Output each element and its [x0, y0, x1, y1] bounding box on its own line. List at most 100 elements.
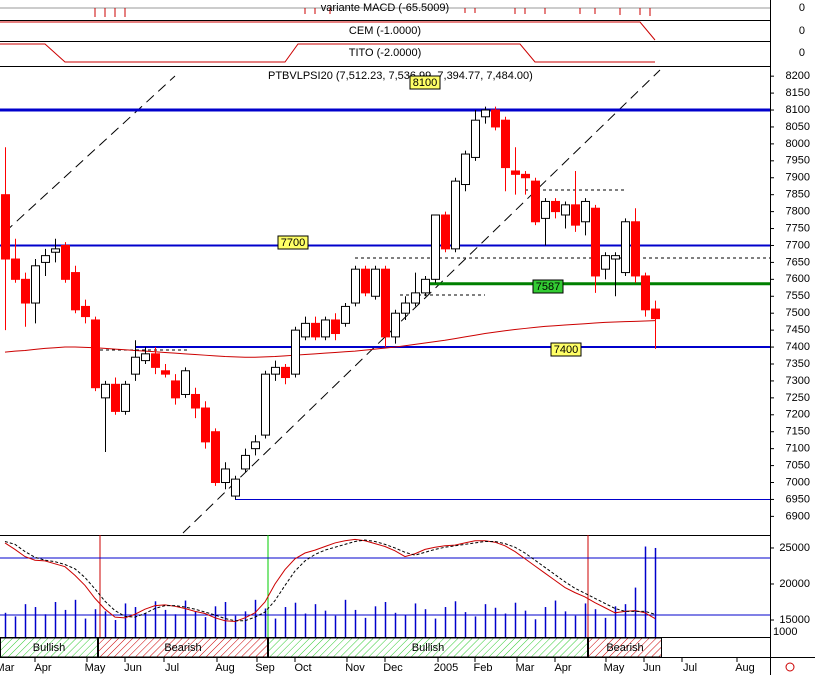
x-tick-label: Apr: [554, 662, 571, 674]
oscillator-line: [4, 539, 656, 622]
candle-body: [131, 356, 140, 375]
candle-body: [461, 153, 470, 186]
candle-body: [601, 255, 610, 270]
x-tick-label: Mar: [0, 662, 15, 674]
y-tick-label: 7250: [786, 392, 810, 404]
moving-average: [4, 320, 656, 358]
candle-body: [201, 407, 210, 443]
candle-body: [71, 272, 80, 311]
y-tick-label: 8150: [786, 87, 810, 99]
y-tick-label: 7900: [786, 172, 810, 184]
candle-body: [441, 214, 450, 250]
candle-body: [261, 373, 270, 436]
trend-label: Bearish: [606, 642, 643, 654]
candle-body: [21, 278, 30, 304]
level-label-box: [409, 75, 441, 90]
candle-body: [561, 204, 570, 216]
y-tick-label: 7700: [786, 239, 810, 251]
candle-body: [101, 383, 110, 399]
y-tick-label: 8200: [786, 70, 810, 82]
candle-body: [471, 119, 480, 158]
candle-body: [321, 319, 330, 338]
candle-body: [1, 194, 10, 260]
y-tick-label: 7600: [786, 273, 810, 285]
x-tick-label: Jun: [124, 662, 142, 674]
candle-body: [491, 109, 500, 128]
x-tick-label: Jul: [683, 662, 697, 674]
y-tick-label: 8050: [786, 121, 810, 133]
candle-body: [81, 305, 90, 318]
candle-body: [331, 319, 340, 335]
y-tick-label: 7650: [786, 256, 810, 268]
x-tick-label: Sep: [255, 662, 275, 674]
y-tick-label: 7400: [786, 341, 810, 353]
candle-body: [411, 292, 420, 304]
candle-body: [381, 268, 390, 338]
panel-value: 0: [799, 2, 805, 14]
x-tick-label: Dec: [383, 662, 403, 674]
candle-body: [61, 244, 70, 280]
candle-body: [141, 353, 150, 362]
candle-body: [351, 268, 360, 304]
y-tick-label: 15000: [779, 614, 810, 626]
y-tick-label: 7000: [786, 476, 810, 488]
candle-body: [521, 173, 530, 179]
trend-segment: [98, 637, 268, 658]
candle-body: [531, 180, 540, 223]
level-label-box: [550, 342, 582, 357]
candle-body: [151, 353, 160, 368]
x-tick-label: Apr: [34, 662, 51, 674]
trend-line: [4, 75, 176, 233]
trend-label: Bullish: [33, 642, 65, 654]
trend-line: [182, 69, 661, 534]
candle-body: [611, 255, 620, 260]
y-tick-label: 25000: [779, 542, 810, 554]
y-tick-label: 7450: [786, 324, 810, 336]
candle-body: [311, 322, 320, 338]
candle-body: [421, 278, 430, 294]
macd-ticks: [94, 8, 651, 17]
candle-body: [161, 370, 170, 375]
y-tick-label: 7050: [786, 459, 810, 471]
candle-body: [271, 366, 280, 375]
candle-body: [111, 383, 120, 412]
x-tick-label: Feb: [474, 662, 493, 674]
candle-body: [541, 200, 550, 219]
panel-value: 0: [799, 25, 805, 37]
panel-title: variante MACD (-65.5009): [321, 2, 449, 14]
candle-body: [551, 200, 560, 213]
candle-body: [631, 221, 640, 277]
candle-body: [451, 180, 460, 250]
oscillator-line: [4, 538, 656, 622]
candle-body: [391, 312, 400, 338]
tito-line: [0, 43, 655, 63]
x-tick-label: Aug: [215, 662, 235, 674]
candle-body: [31, 265, 40, 304]
y-tick-label: 7500: [786, 307, 810, 319]
candle-body: [221, 468, 230, 484]
candle-body: [371, 268, 380, 297]
candle-body: [361, 268, 370, 294]
candle-body: [281, 366, 290, 379]
candle-body: [591, 207, 600, 277]
candle-body: [191, 393, 200, 409]
y-tick-label: 7550: [786, 290, 810, 302]
trend-label: Bearish: [164, 642, 201, 654]
candle-body: [341, 305, 350, 324]
y-tick-label: 20000: [779, 578, 810, 590]
y-tick-label: 7150: [786, 426, 810, 438]
candle-body: [581, 200, 590, 223]
x-tick-label: May: [604, 662, 625, 674]
y-tick-label: 6900: [786, 510, 810, 522]
chart-title: PTBVLPSI20 (7,512.23, 7,536.99, 7,394.77…: [268, 70, 533, 82]
trend-segment: [268, 637, 588, 658]
candle-body: [501, 119, 510, 169]
y-tick-label: 8000: [786, 138, 810, 150]
candle-body: [41, 255, 50, 263]
y-tick-label: 7750: [786, 222, 810, 234]
candle-body: [121, 383, 130, 412]
level-label: 8100: [413, 77, 437, 89]
